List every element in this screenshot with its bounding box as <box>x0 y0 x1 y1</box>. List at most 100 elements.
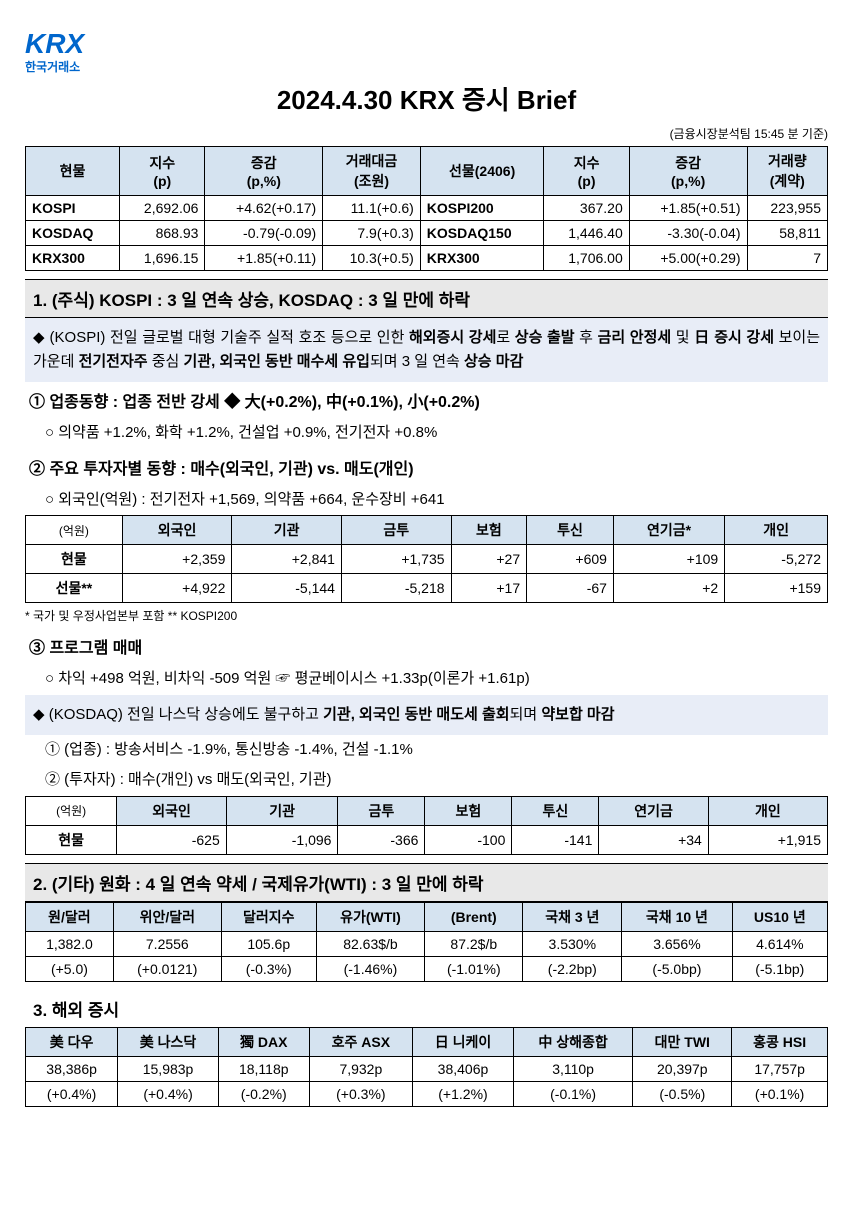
t: 후 <box>575 329 598 346</box>
header-cell: 투신 <box>512 796 599 825</box>
header-cell: 유가(WTI) <box>316 902 425 931</box>
cell: 58,811 <box>747 221 827 246</box>
header-cell: 국채 10 년 <box>622 902 732 931</box>
program-trade-heading: ③ 프로그램 매매 <box>25 628 828 664</box>
t: ◆ (KOSPI) 전일 글로벌 대형 기술주 실적 호조 등으로 인한 <box>33 329 409 346</box>
cell: (-5.0bp) <box>622 956 732 981</box>
cell: 3.530% <box>523 931 622 956</box>
cell: 1,706.00 <box>544 246 629 271</box>
cell: 17,757p <box>732 1056 828 1081</box>
cell: +27 <box>451 545 527 574</box>
section3-title: 3. 해외 증시 <box>25 990 828 1027</box>
cell: (+0.1%) <box>732 1081 828 1106</box>
cell: 20,397p <box>633 1056 732 1081</box>
header-cell: 中 상해종합 <box>513 1027 632 1056</box>
cell: 선물** <box>26 574 123 603</box>
header-cell: US10 년 <box>732 902 827 931</box>
t: 되며 3 일 연속 <box>370 353 464 370</box>
cell: +17 <box>451 574 527 603</box>
header-cell: 거래량(계약) <box>747 147 827 196</box>
cell: -625 <box>117 825 226 854</box>
timestamp: (금융시장분석팀 15:45 분 기준) <box>25 125 828 142</box>
cell: (+0.3%) <box>309 1081 413 1106</box>
t: 상승 출발 <box>515 329 575 346</box>
cell: -0.79(-0.09) <box>205 221 323 246</box>
cell: 367.20 <box>544 196 629 221</box>
header-cell: 달러지수 <box>221 902 316 931</box>
cell: +2,359 <box>122 545 232 574</box>
cell: 18,118p <box>218 1056 309 1081</box>
header-cell: 연기금 <box>599 796 708 825</box>
header-cell: 대만 TWI <box>633 1027 732 1056</box>
cell: (-0.2%) <box>218 1081 309 1106</box>
t: 약보합 마감 <box>541 706 614 723</box>
cell: (+0.4%) <box>26 1081 118 1106</box>
cell: KOSDAQ150 <box>420 221 544 246</box>
spot-futures-table: 현물지수(p)증감(p,%)거래대금(조원)선물(2406)지수(p)증감(p,… <box>25 146 828 271</box>
cell: KOSPI <box>26 196 120 221</box>
cell: -5,218 <box>341 574 451 603</box>
header-cell: 증감(p,%) <box>205 147 323 196</box>
header-cell: 증감(p,%) <box>629 147 747 196</box>
program-trade-detail: ○ 차익 +498 억원, 비차익 -509 억원 ☞ 평균베이시스 +1.33… <box>25 664 828 695</box>
header-cell: 기관 <box>232 516 342 545</box>
cell: +1,735 <box>341 545 451 574</box>
cell: 현물 <box>26 825 117 854</box>
cell: 1,382.0 <box>26 931 114 956</box>
cell: KOSPI200 <box>420 196 544 221</box>
cell: 3,110p <box>513 1056 632 1081</box>
cell: +1.85(+0.11) <box>205 246 323 271</box>
cell: +34 <box>599 825 708 854</box>
cell: 105.6p <box>221 931 316 956</box>
cell: (-1.46%) <box>316 956 425 981</box>
header-cell: 美 다우 <box>26 1027 118 1056</box>
cell: 38,386p <box>26 1056 118 1081</box>
header-cell: 호주 ASX <box>309 1027 413 1056</box>
cell: +109 <box>613 545 724 574</box>
cell: +1.85(+0.51) <box>629 196 747 221</box>
header-cell: 지수(p) <box>120 147 205 196</box>
header-cell: 연기금* <box>613 516 724 545</box>
header-cell: 외국인 <box>117 796 226 825</box>
header-cell: 위안/달러 <box>113 902 221 931</box>
t: 日 증시 강세 <box>694 329 774 346</box>
header-cell: 獨 DAX <box>218 1027 309 1056</box>
cell: (-0.3%) <box>221 956 316 981</box>
cell: 38,406p <box>413 1056 514 1081</box>
cell: +2 <box>613 574 724 603</box>
t: ◆ (KOSDAQ) 전일 나스닥 상승에도 불구하고 <box>33 706 323 723</box>
header-cell: 국채 3 년 <box>523 902 622 931</box>
cell: (+0.4%) <box>118 1081 219 1106</box>
kosdaq-sector-detail: ① (업종) : 방송서비스 -1.9%, 통신방송 -1.4%, 건설 -1.… <box>25 735 828 766</box>
header-cell: 日 니케이 <box>413 1027 514 1056</box>
table-footnote: * 국가 및 우정사업본부 포함 ** KOSPI200 <box>25 603 828 628</box>
t: 및 <box>671 329 694 346</box>
kospi-investor-table: (억원)외국인기관금투보험투신연기금*개인 현물+2,359+2,841+1,7… <box>25 515 828 603</box>
header-cell: 보험 <box>425 796 512 825</box>
header-cell: 거래대금(조원) <box>323 147 421 196</box>
global-markets-table: 美 다우美 나스닥獨 DAX호주 ASX日 니케이中 상해종합대만 TWI홍콩 … <box>25 1027 828 1107</box>
header-cell: 원/달러 <box>26 902 114 931</box>
header-cell: 기관 <box>226 796 338 825</box>
cell: 7 <box>747 246 827 271</box>
cell: +159 <box>725 574 828 603</box>
header-cell: 개인 <box>708 796 827 825</box>
cell: (+1.2%) <box>413 1081 514 1106</box>
header-cell: 투신 <box>527 516 614 545</box>
sector-trend-heading: ① 업종동향 : 업종 전반 강세 ◆ 大(+0.2%), 中(+0.1%), … <box>25 382 828 418</box>
header-cell: 선물(2406) <box>420 147 544 196</box>
cell: 3.656% <box>622 931 732 956</box>
header-cell: 개인 <box>725 516 828 545</box>
cell: +1,915 <box>708 825 827 854</box>
page-title: 2024.4.30 KRX 증시 Brief <box>25 80 828 117</box>
kospi-summary-box: ◆ (KOSPI) 전일 글로벌 대형 기술주 실적 호조 등으로 인한 해외증… <box>25 318 828 382</box>
cell: (-2.2bp) <box>523 956 622 981</box>
sector-trend-detail: ○ 의약품 +1.2%, 화학 +1.2%, 건설업 +0.9%, 전기전자 +… <box>25 418 828 449</box>
t: 기관, 외국인 동반 매도세 출회 <box>323 706 509 723</box>
cell: (+5.0) <box>26 956 114 981</box>
investor-trend-detail: ○ 외국인(억원) : 전기전자 +1,569, 의약품 +664, 운수장비 … <box>25 485 828 516</box>
section2-title: 2. (기타) 원화 : 4 일 연속 약세 / 국제유가(WTI) : 3 일… <box>25 863 828 902</box>
cell: 7.9(+0.3) <box>323 221 421 246</box>
kosdaq-investor-table: (억원)외국인기관금투보험투신연기금개인 현물-625-1,096-366-10… <box>25 796 828 855</box>
cell: -3.30(-0.04) <box>629 221 747 246</box>
